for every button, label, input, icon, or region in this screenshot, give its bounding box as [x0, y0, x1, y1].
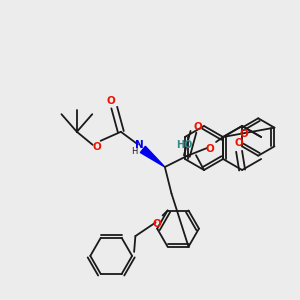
- Text: O: O: [240, 129, 248, 139]
- Text: H: H: [131, 147, 137, 156]
- Text: N: N: [136, 140, 144, 150]
- Text: O: O: [206, 144, 214, 154]
- Text: O: O: [107, 96, 116, 106]
- Text: O: O: [193, 122, 202, 132]
- Text: O: O: [92, 142, 101, 152]
- Text: O: O: [152, 218, 161, 229]
- Text: HO: HO: [176, 140, 192, 150]
- Text: O: O: [235, 138, 244, 148]
- Polygon shape: [140, 146, 165, 167]
